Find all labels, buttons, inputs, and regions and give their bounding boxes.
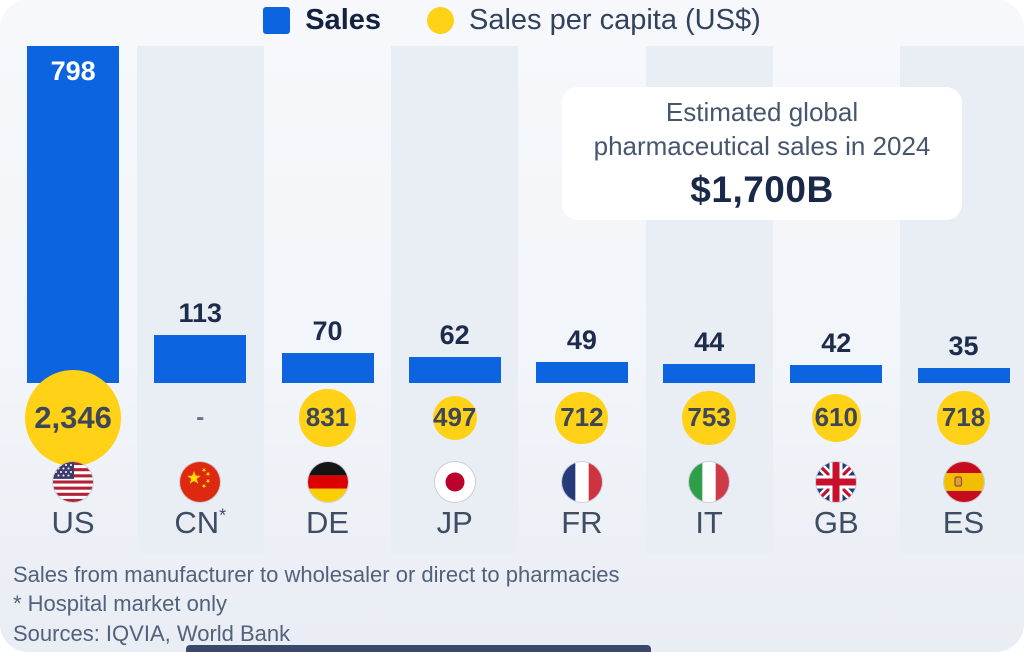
sales-value-it: 44	[694, 327, 725, 358]
flag-gb-icon	[816, 462, 857, 502]
per-capita-bubble-it: 753	[681, 390, 737, 446]
legend-item-per-capita: Sales per capita (US$)	[427, 4, 761, 37]
per-capita-swatch-icon	[427, 7, 455, 34]
sales-swatch-icon	[263, 7, 291, 34]
sales-bar-cn	[154, 335, 247, 383]
sales-bar-us	[27, 46, 120, 383]
country-code-jp: JP	[436, 505, 473, 540]
sales-value-us: 798	[50, 56, 96, 86]
flag-de-icon	[307, 462, 348, 502]
country-code-de: DE	[305, 505, 350, 540]
sales-bar-jp	[408, 356, 501, 383]
country-code-fr: FR	[561, 505, 603, 540]
legend-sales-label: Sales	[305, 4, 382, 36]
per-capita-bubble-es: 718	[936, 391, 991, 445]
flag-jp-icon	[434, 462, 475, 502]
country-code-gb: GB	[813, 505, 859, 540]
footnote-sales-definition: Sales from manufacturer to wholesaler or…	[13, 562, 620, 587]
flag-fr-icon	[561, 462, 602, 502]
per-capita-bubble-de: 831	[298, 389, 357, 447]
per-capita-bubble-gb: 610	[811, 393, 861, 443]
flag-it-icon	[689, 462, 730, 502]
country-code-it: IT	[695, 505, 723, 540]
per-capita-bubble-us: 2,346	[25, 370, 122, 466]
per-capita-missing-cn: -	[196, 404, 205, 431]
sales-value-cn: 113	[178, 298, 223, 329]
country-code-us: US	[51, 505, 95, 540]
sales-value-de: 70	[312, 316, 343, 347]
flag-cn-icon	[180, 462, 221, 502]
flag-es-icon	[943, 462, 984, 502]
callout-value: $1,700B	[690, 168, 834, 210]
per-capita-bubble-fr: 712	[555, 391, 609, 445]
sales-bar-de	[281, 353, 374, 383]
sales-value-gb: 42	[821, 328, 852, 359]
global-sales-callout: Estimated global pharmaceutical sales in…	[562, 87, 962, 220]
country-code-es: ES	[942, 505, 985, 540]
sales-bar-it	[663, 364, 756, 383]
footnote-hospital-market: * Hospital market only	[13, 591, 227, 616]
per-capita-bubble-jp: 497	[432, 395, 477, 441]
flag-us-icon	[53, 462, 94, 502]
chart-legend: Sales Sales per capita (US$)	[0, 4, 1024, 37]
legend-per-capita-label: Sales per capita (US$)	[469, 4, 761, 36]
bottom-accent-bar	[186, 645, 651, 652]
sales-value-es: 35	[948, 331, 979, 362]
sales-value-jp: 62	[439, 319, 470, 350]
country-code-cn: CN*	[174, 505, 227, 540]
sales-bar-es	[917, 368, 1010, 383]
legend-item-sales: Sales	[263, 4, 381, 37]
sales-value-fr: 49	[566, 325, 597, 356]
sources-line: Sources: IQVIA, World Bank	[13, 621, 291, 646]
callout-text: Estimated global pharmaceutical sales in…	[593, 97, 931, 161]
sales-bar-fr	[535, 362, 628, 383]
sales-bar-gb	[790, 365, 883, 383]
